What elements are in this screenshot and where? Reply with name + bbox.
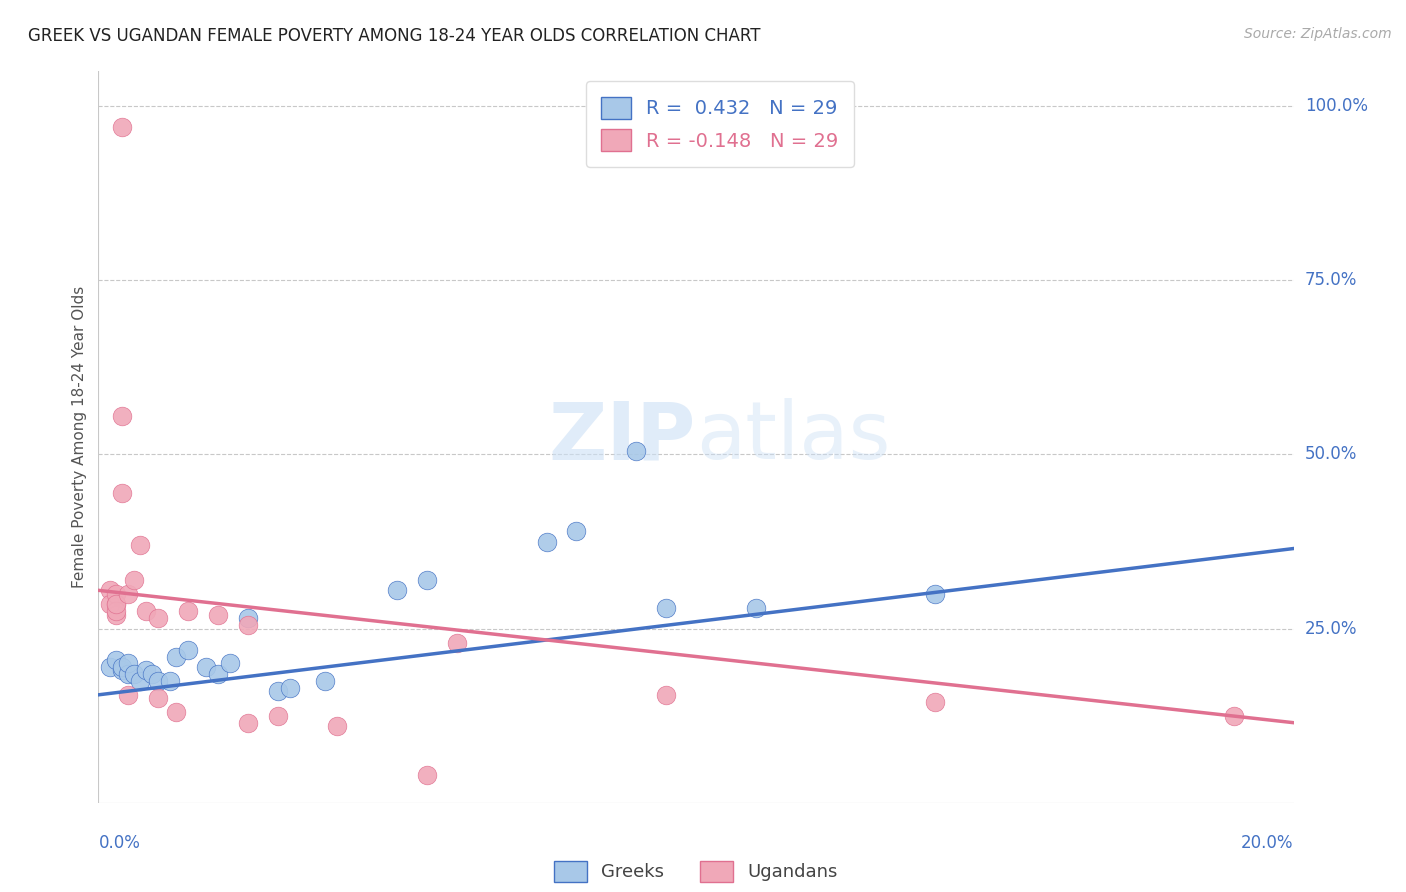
Point [117,667,139,681]
Point [111,660,134,674]
Point [98,583,122,598]
Point [141,667,163,681]
Y-axis label: Female Poverty Among 18-24 Year Olds: Female Poverty Among 18-24 Year Olds [72,286,87,588]
Point [267,708,290,723]
Point [124,573,146,587]
Point [177,604,200,618]
Point [194,660,218,674]
Point [129,538,152,552]
Point [129,673,152,688]
Point [105,653,128,667]
Point [236,618,259,632]
Point [385,583,409,598]
Text: 25.0%: 25.0% [1305,620,1357,638]
Point [1223,708,1246,723]
Point [159,673,181,688]
Point [655,600,678,615]
Point [98,597,122,611]
Point [177,642,200,657]
Point [655,688,678,702]
Point [135,604,157,618]
Text: GREEK VS UGANDAN FEMALE POVERTY AMONG 18-24 YEAR OLDS CORRELATION CHART: GREEK VS UGANDAN FEMALE POVERTY AMONG 18… [28,27,761,45]
Point [105,597,128,611]
Point [105,597,128,611]
Point [924,695,946,709]
Point [111,409,134,424]
Point [207,667,229,681]
Point [165,649,187,664]
Point [446,635,468,649]
Point [135,664,157,678]
Point [565,524,588,538]
Point [219,657,242,671]
Point [105,607,128,622]
Point [124,667,146,681]
Point [111,485,134,500]
Text: Source: ZipAtlas.com: Source: ZipAtlas.com [1244,27,1392,41]
Point [111,120,134,134]
Point [416,573,439,587]
Point [326,719,349,733]
Text: 100.0%: 100.0% [1305,97,1368,115]
Point [236,611,259,625]
Point [148,611,170,625]
Point [416,768,439,782]
Point [624,444,647,458]
Point [207,607,229,622]
Text: 0.0%: 0.0% [98,834,141,852]
Point [111,664,134,678]
Point [267,684,290,698]
Point [117,688,139,702]
Point [536,534,558,549]
Point [105,604,128,618]
Point [105,587,128,601]
Point [117,657,139,671]
Point [117,587,139,601]
Point [236,715,259,730]
Text: 50.0%: 50.0% [1305,445,1357,464]
Point [148,691,170,706]
Point [924,587,946,601]
Point [165,705,187,719]
Point [315,673,337,688]
Point [745,600,768,615]
Text: atlas: atlas [696,398,890,476]
Text: ZIP: ZIP [548,398,696,476]
Legend: Greeks, Ugandans: Greeks, Ugandans [547,854,845,888]
Point [278,681,301,695]
Text: 75.0%: 75.0% [1305,271,1357,289]
Point [148,673,170,688]
Point [98,660,122,674]
Text: 20.0%: 20.0% [1241,834,1294,852]
